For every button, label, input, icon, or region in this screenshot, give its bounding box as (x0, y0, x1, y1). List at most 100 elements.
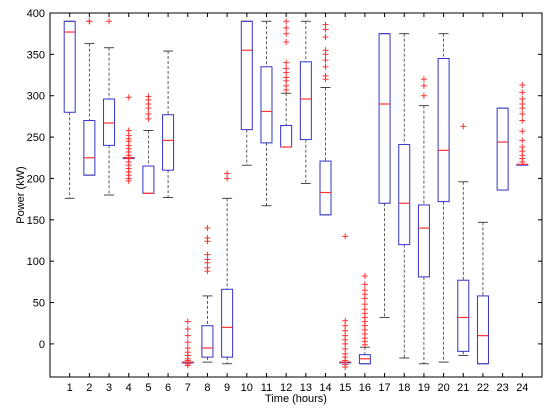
box-hour-5 (142, 93, 155, 194)
box-hour-12 (280, 18, 293, 148)
x-tick-label: 8 (204, 382, 210, 394)
outlier-marker (184, 326, 191, 333)
box-hour-2 (83, 18, 96, 176)
outlier-marker (283, 59, 290, 66)
plot-background (50, 13, 542, 377)
box-hour-17 (378, 33, 391, 318)
y-tick-label: 400 (27, 8, 45, 20)
box-hour-21 (457, 123, 470, 356)
box-hour-15 (339, 233, 352, 371)
outlier-marker (322, 63, 329, 70)
outlier-marker (204, 225, 211, 232)
box-hour-20 (437, 33, 450, 363)
box-hour-6 (162, 50, 175, 198)
iqr-box (221, 288, 234, 358)
box-hour-23 (496, 107, 509, 191)
iqr-box (437, 58, 450, 203)
outlier-marker (125, 177, 132, 184)
outlier-marker (460, 123, 467, 130)
outlier-marker (322, 57, 329, 64)
box-hour-10 (240, 20, 253, 166)
outlier-marker (361, 281, 368, 288)
outlier-marker (420, 82, 427, 89)
iqr-box (63, 20, 76, 113)
iqr-box (201, 325, 214, 358)
iqr-box (378, 33, 391, 204)
outlier-marker (204, 268, 211, 275)
box-hour-13 (299, 20, 312, 184)
y-tick-label: 200 (27, 173, 45, 185)
iqr-box (83, 120, 96, 176)
outlier-marker (361, 341, 368, 348)
outlier-marker (283, 30, 290, 37)
outlier-marker (224, 175, 231, 182)
x-tick-label: 11 (261, 382, 272, 394)
x-tick-label: 23 (497, 382, 509, 394)
x-tick-label: 22 (477, 382, 489, 394)
box-hour-16 (358, 273, 371, 365)
outlier-marker (204, 238, 211, 245)
x-tick-label: 3 (106, 382, 112, 394)
outlier-marker (184, 318, 191, 325)
outlier-marker (184, 332, 191, 339)
y-tick-label: 0 (39, 339, 45, 351)
x-tick-label: 10 (241, 382, 253, 394)
outlier-marker (519, 137, 526, 144)
box-hour-14 (319, 21, 332, 216)
x-tick-label: 21 (457, 382, 469, 394)
outlier-marker (322, 33, 329, 40)
y-tick-label: 250 (27, 132, 45, 144)
outlier-marker (125, 94, 132, 101)
y-tick-label: 100 (27, 256, 45, 268)
y-tick-label: 150 (27, 215, 45, 227)
box-hour-8 (201, 225, 214, 363)
x-tick-label: 19 (418, 382, 430, 394)
outlier-marker (519, 110, 526, 117)
outlier-marker (519, 89, 526, 96)
iqr-box (476, 295, 489, 365)
outlier-marker (106, 18, 113, 25)
outlier-marker (283, 38, 290, 45)
boxes-layer (63, 18, 529, 371)
x-tick-label: 1 (67, 382, 73, 394)
x-tick-label: 5 (145, 382, 151, 394)
outlier-marker (342, 364, 349, 371)
plot-frame (49, 12, 543, 378)
outlier-marker (361, 273, 368, 280)
outlier-marker (86, 18, 93, 25)
iqr-box (457, 279, 470, 352)
iqr-box (398, 144, 411, 246)
box-hour-3 (103, 18, 116, 196)
iqr-box (260, 66, 273, 144)
box-hour-22 (476, 221, 489, 365)
iqr-box (162, 114, 175, 171)
iqr-box (240, 20, 253, 131)
iqr-box (319, 160, 332, 216)
y-tick-label: 50 (33, 298, 45, 310)
box-hour-1 (63, 20, 76, 199)
x-tick-label: 7 (185, 382, 191, 394)
outlier-marker (184, 339, 191, 346)
outlier-marker (519, 81, 526, 88)
outlier-marker (342, 233, 349, 240)
outlier-marker (322, 26, 329, 33)
outlier-marker (361, 295, 368, 302)
outlier-marker (420, 76, 427, 83)
outlier-marker (420, 92, 427, 99)
iqr-box (103, 98, 116, 146)
iqr-box (496, 107, 509, 191)
x-tick-label: 2 (86, 382, 92, 394)
x-tick-label: 17 (378, 382, 390, 394)
box-hour-18 (398, 33, 411, 359)
box-hour-19 (417, 76, 430, 365)
outlier-marker (322, 76, 329, 83)
x-tick-label: 9 (224, 382, 230, 394)
outlier-marker (322, 51, 329, 58)
y-axis-label: Power (kW) (15, 166, 27, 223)
box-hour-9 (221, 170, 234, 365)
box-hour-11 (260, 20, 273, 207)
outlier-marker (283, 24, 290, 31)
